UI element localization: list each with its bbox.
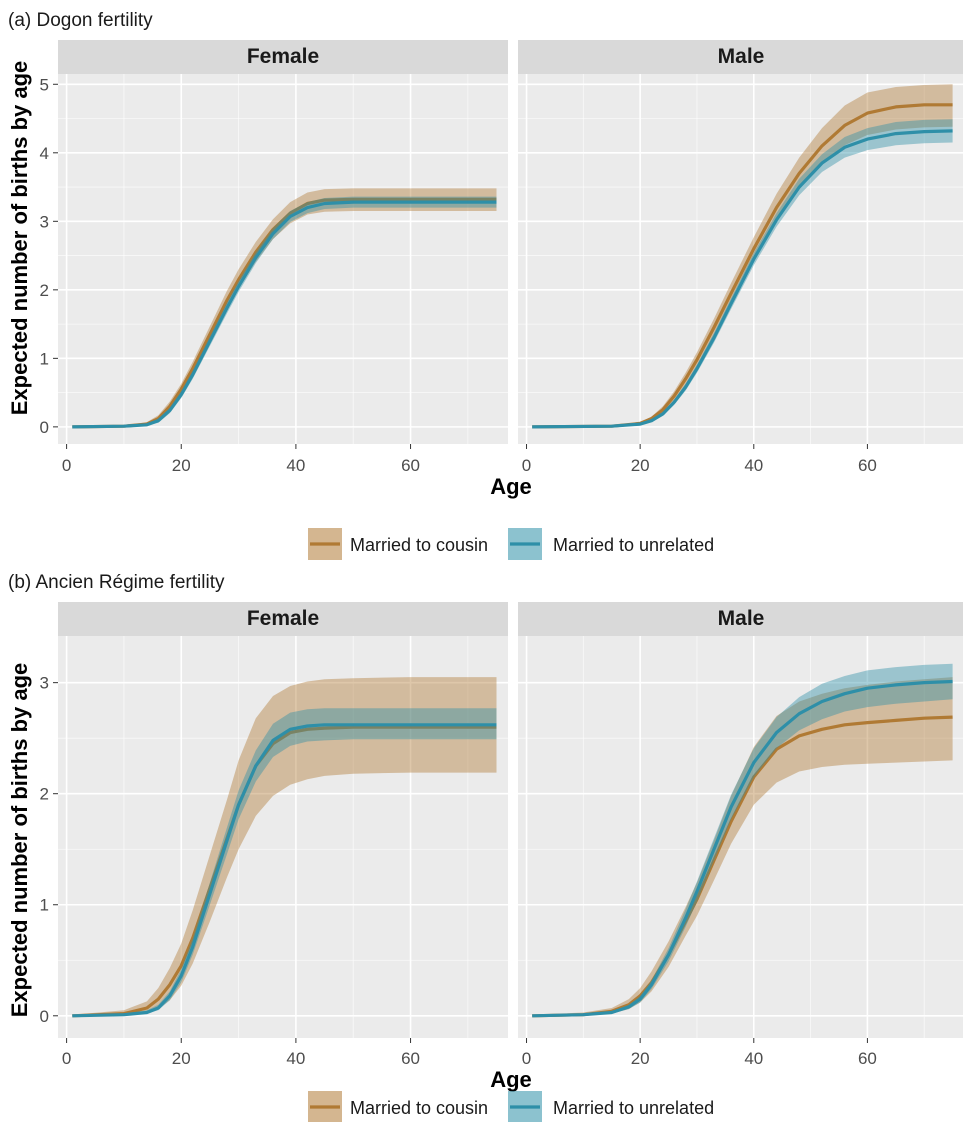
panel-group-a: (a) Dogon fertility Female 0 20 40 60 0 1 2 3 4 5 Ma… xyxy=(7,10,963,560)
facet-strip-label: Female xyxy=(247,45,319,68)
facet-strip xyxy=(518,40,963,74)
x-tick-label: 0 xyxy=(522,1049,531,1068)
line-unrelated xyxy=(72,723,497,1018)
legend-label: Married to cousin xyxy=(350,535,488,555)
facet-strip-label: Male xyxy=(718,607,765,630)
y-tick-label: 2 xyxy=(40,785,49,804)
facet-female: Female 0 20 40 60 0 1 2 3 4 5 xyxy=(40,40,508,475)
x-tick-label: 0 xyxy=(62,1049,71,1068)
ribbon-unrelated xyxy=(532,663,953,1016)
line-unrelated xyxy=(532,129,953,429)
x-axis-title: Age xyxy=(490,1067,532,1092)
x-axis-title: Age xyxy=(490,474,532,499)
y-tick-label: 0 xyxy=(40,418,49,437)
ribbon-unrelated xyxy=(72,708,497,1016)
legend-label: Married to unrelated xyxy=(553,1098,714,1118)
facet-strip xyxy=(58,602,508,636)
x-tick-label: 40 xyxy=(286,1049,305,1068)
panel-title: (a) Dogon fertility xyxy=(8,10,153,31)
x-tick-label: 60 xyxy=(858,1049,877,1068)
x-tick-label: 20 xyxy=(172,456,191,475)
facet-female: Female 0 20 40 60 0 1 2 3 xyxy=(40,602,508,1068)
legend: Married to cousin Married to unrelated xyxy=(308,528,714,560)
facet-male: Male 0 20 40 60 xyxy=(518,602,963,1068)
y-tick-label: 3 xyxy=(40,674,49,693)
x-tick-label: 20 xyxy=(631,456,650,475)
y-axis-title: Expected number of births by age xyxy=(7,663,32,1018)
ribbon-cousin xyxy=(532,677,953,1016)
facet-strip xyxy=(58,40,508,74)
line-unrelated xyxy=(72,200,497,429)
panel-title: (b) Ancien Régime fertility xyxy=(8,572,225,593)
line-cousin xyxy=(532,715,953,1018)
legend: Married to cousin Married to unrelated xyxy=(308,1091,714,1122)
y-tick-label: 2 xyxy=(40,281,49,300)
x-tick-label: 40 xyxy=(286,456,305,475)
facet-male: Male 0 20 40 60 xyxy=(518,40,963,475)
plot-panel xyxy=(58,636,508,1038)
x-tick-label: 40 xyxy=(744,456,763,475)
ribbon-cousin xyxy=(72,677,497,1016)
facet-strip-label: Male xyxy=(718,45,765,68)
legend-label: Married to unrelated xyxy=(553,535,714,555)
ribbon-cousin xyxy=(532,84,953,427)
x-tick-label: 60 xyxy=(401,1049,420,1068)
facet-strip-label: Female xyxy=(247,607,319,630)
x-tick-label: 40 xyxy=(744,1049,763,1068)
y-axis-title: Expected number of births by age xyxy=(7,61,32,416)
y-tick-label: 4 xyxy=(40,144,49,163)
x-tick-label: 0 xyxy=(522,456,531,475)
x-tick-label: 0 xyxy=(62,456,71,475)
line-unrelated xyxy=(532,679,953,1018)
line-cousin xyxy=(72,197,497,429)
y-tick-label: 1 xyxy=(40,896,49,915)
plot-panel xyxy=(518,636,963,1038)
legend-label: Married to cousin xyxy=(350,1098,488,1118)
y-tick-label: 3 xyxy=(40,212,49,231)
line-cousin xyxy=(532,103,953,429)
facet-strip xyxy=(518,602,963,636)
y-tick-label: 0 xyxy=(40,1007,49,1026)
plot-panel xyxy=(58,74,508,444)
x-tick-label: 60 xyxy=(401,456,420,475)
x-tick-label: 20 xyxy=(631,1049,650,1068)
x-tick-label: 20 xyxy=(172,1049,191,1068)
y-tick-label: 5 xyxy=(40,75,49,94)
x-tick-label: 60 xyxy=(858,456,877,475)
y-tick-label: 1 xyxy=(40,349,49,368)
